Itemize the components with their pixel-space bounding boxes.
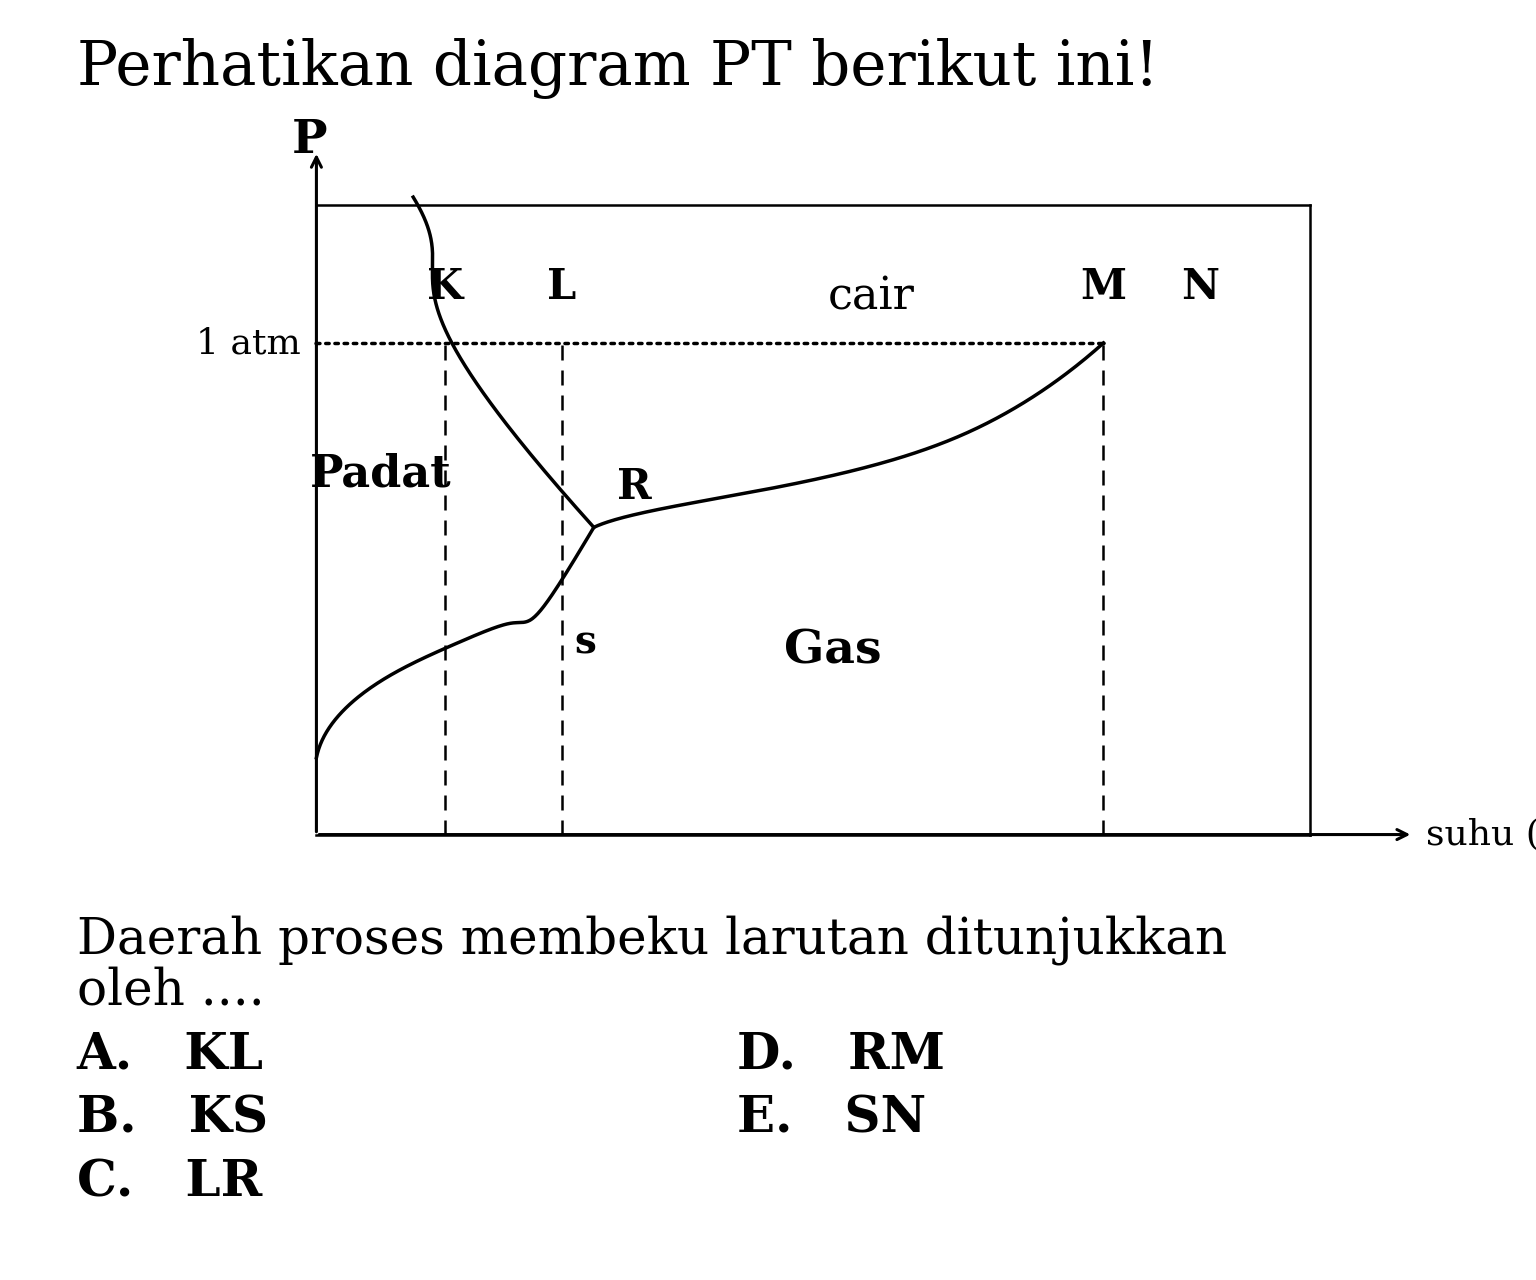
Text: 1 atm: 1 atm	[197, 326, 301, 360]
Text: Perhatikan diagram PT berikut ini!: Perhatikan diagram PT berikut ini!	[77, 38, 1158, 100]
Text: cair: cair	[828, 275, 914, 319]
Text: C.   LR: C. LR	[77, 1158, 263, 1207]
Text: K: K	[427, 266, 464, 308]
Text: s: s	[574, 623, 596, 662]
Text: N: N	[1181, 266, 1220, 308]
Text: suhu (°C): suhu (°C)	[1425, 818, 1536, 851]
Text: E.   SN: E. SN	[737, 1094, 926, 1143]
Text: R: R	[617, 466, 651, 508]
Text: Daerah proses membeku larutan ditunjukkan: Daerah proses membeku larutan ditunjukka…	[77, 915, 1227, 965]
Text: A.   KL: A. KL	[77, 1030, 264, 1079]
Text: M: M	[1080, 266, 1126, 308]
Text: L: L	[547, 266, 576, 308]
Text: Gas: Gas	[783, 627, 882, 673]
Text: P: P	[292, 116, 327, 163]
Text: oleh ....: oleh ....	[77, 966, 264, 1016]
Text: B.   KS: B. KS	[77, 1094, 267, 1143]
Text: D.   RM: D. RM	[737, 1030, 945, 1079]
Text: Padat: Padat	[310, 452, 452, 495]
